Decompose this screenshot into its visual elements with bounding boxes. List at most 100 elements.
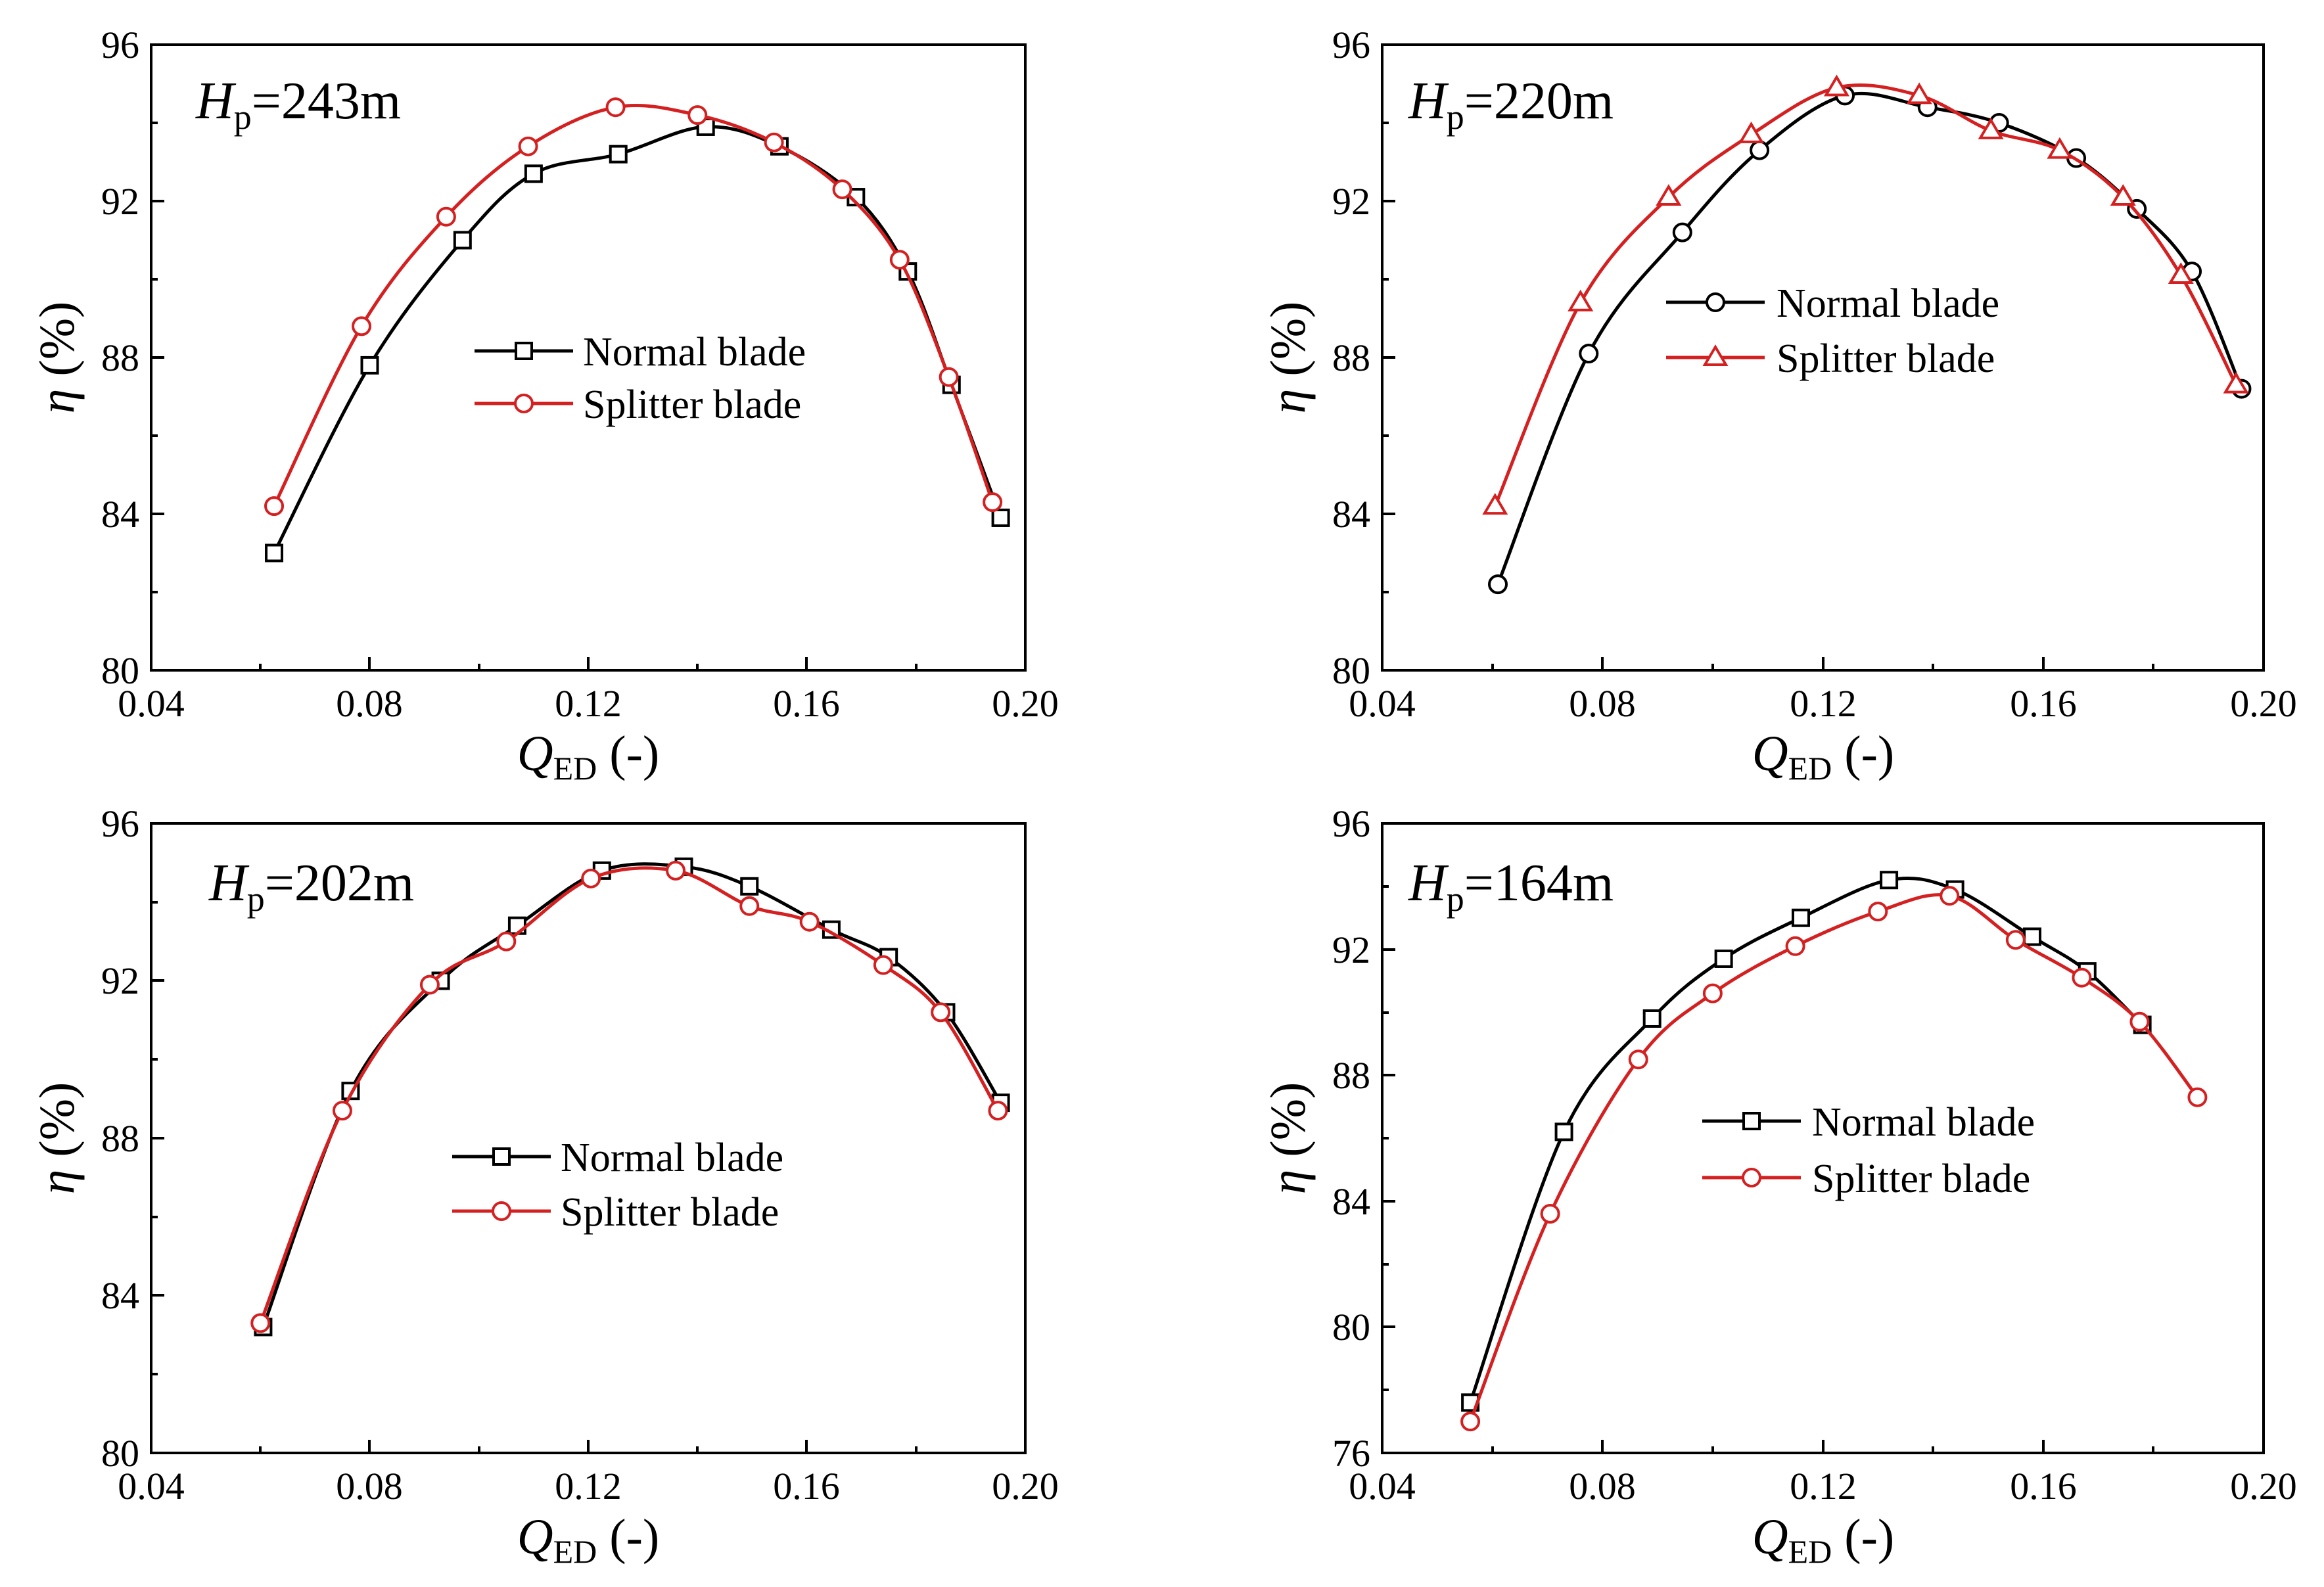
legend-label: Normal blade [561, 1136, 783, 1180]
data-point-splitter-blade-2 [1628, 1049, 1648, 1070]
legend-entry-splitter-blade: Splitter blade [1666, 336, 1995, 381]
data-point-splitter-blade-1 [332, 1101, 352, 1121]
panel-1: 0.04 0.08 0.12 0.16 0.20 80 84 88 92 96 … [30, 24, 1059, 787]
series-line-splitter-blade [272, 103, 994, 507]
x-tick-label: 0.20 [992, 682, 1059, 725]
data-point-splitter-blade-0 [250, 1313, 271, 1333]
y-axis-label: η (%) [1261, 1082, 1316, 1195]
data-point-splitter-blade-1 [1568, 289, 1594, 311]
x-tick-label: 0.04 [118, 682, 185, 725]
data-point-normal-blade-4 [1791, 908, 1810, 927]
data-point-splitter-blade-0 [264, 496, 285, 517]
data-point-splitter-blade-9 [931, 1002, 951, 1023]
series-line-splitter-blade [258, 866, 1000, 1324]
data-point-splitter-blade-5 [1868, 902, 1888, 922]
data-point-splitter-blade-7 [799, 911, 820, 932]
data-point-normal-blade-3 [524, 164, 543, 183]
x-tick-label: 0.08 [336, 682, 403, 725]
y-tick-label: 84 [101, 493, 139, 536]
legend-entry-normal-blade: Normal blade [1666, 281, 1999, 326]
y-tick-label: 84 [1332, 1180, 1370, 1223]
legend-label: Splitter blade [1812, 1157, 2030, 1201]
data-point-splitter-blade-1 [1540, 1203, 1560, 1224]
y-tick-label: 92 [1332, 929, 1370, 971]
legend-entry-normal-blade: Normal blade [1702, 1100, 2035, 1145]
data-point-splitter-blade-9 [2168, 262, 2194, 285]
legend: Normal blade Splitter blade [1702, 1100, 2035, 1201]
legend: Normal blade Splitter blade [1666, 281, 1999, 381]
data-point-splitter-blade-5 [666, 860, 686, 881]
series-line-splitter-blade [1493, 83, 2238, 507]
data-point-normal-blade-7 [2022, 927, 2041, 946]
x-tick-label: 0.04 [1349, 1465, 1416, 1507]
data-point-normal-blade-6 [740, 877, 759, 896]
data-point-splitter-blade-10 [2187, 1087, 2208, 1107]
y-tick-label: 96 [1332, 802, 1370, 845]
legend-entry-normal-blade: Normal blade [452, 1136, 783, 1180]
plot-area [264, 97, 1010, 563]
data-point-normal-blade-1 [360, 356, 379, 375]
x-tick-label: 0.12 [1790, 1465, 1857, 1507]
data-point-splitter-blade-8 [889, 250, 910, 270]
data-point-splitter-blade-8 [873, 955, 893, 975]
x-axis-label: QED (-) [1752, 1509, 1894, 1570]
x-tick-label: 0.16 [2010, 682, 2077, 725]
series-line-normal-blade [262, 862, 1002, 1328]
data-point-splitter-blade-4 [581, 868, 601, 888]
data-point-splitter-blade-10 [988, 1101, 1008, 1121]
data-point-splitter-blade-0 [1482, 493, 1508, 515]
panel-title: Hp=243m [195, 72, 401, 137]
plot-area [1482, 74, 2252, 595]
legend-label: Normal blade [583, 330, 806, 375]
data-point-normal-blade-2 [1672, 222, 1692, 242]
data-point-splitter-blade-10 [2223, 371, 2249, 394]
y-axis-label: η (%) [30, 1082, 85, 1195]
legend-marker-circle [492, 1201, 511, 1221]
x-tick-label: 0.20 [992, 1465, 1059, 1507]
data-point-normal-blade-10 [991, 508, 1010, 527]
data-point-normal-blade-1 [341, 1082, 360, 1101]
y-tick-label: 84 [1332, 493, 1370, 536]
x-tick-label: 0.04 [1349, 682, 1416, 725]
data-point-splitter-blade-3 [518, 136, 538, 156]
data-point-splitter-blade-7 [2005, 930, 2026, 950]
x-tick-label: 0.20 [2230, 1465, 2297, 1507]
y-tick-label: 88 [101, 1117, 139, 1160]
y-tick-label: 80 [1332, 1306, 1370, 1348]
y-tick-label: 80 [1332, 649, 1370, 692]
data-point-splitter-blade-4 [1785, 936, 1805, 956]
data-point-splitter-blade-2 [419, 975, 440, 995]
data-point-splitter-blade-5 [1906, 82, 1932, 104]
data-point-splitter-blade-8 [2110, 184, 2136, 206]
data-point-splitter-blade-4 [1823, 74, 1849, 97]
data-point-normal-blade-3 [507, 916, 526, 935]
legend-marker-square [492, 1147, 511, 1166]
x-tick-label: 0.12 [555, 1465, 622, 1507]
data-point-splitter-blade-3 [1702, 983, 1723, 1003]
legend-entry-splitter-blade: Splitter blade [1702, 1157, 2030, 1201]
legend-marker-triangle [1702, 344, 1729, 366]
y-tick-label: 80 [101, 1432, 139, 1475]
panel-title: Hp=164m [1408, 854, 1614, 919]
legend-marker-circle [1706, 292, 1725, 312]
legend-label: Splitter blade [1777, 336, 1995, 381]
data-point-splitter-blade-5 [687, 105, 708, 126]
legend-label: Splitter blade [561, 1190, 779, 1235]
data-point-normal-blade-2 [453, 231, 472, 250]
data-point-splitter-blade-9 [939, 367, 959, 387]
y-axis-label: η (%) [1261, 302, 1316, 414]
data-point-splitter-blade-8 [2072, 967, 2092, 988]
legend-marker-square [515, 342, 533, 360]
data-point-splitter-blade-6 [1940, 886, 1960, 906]
legend: Normal blade Splitter blade [452, 1136, 783, 1235]
legend-marker-circle [514, 394, 534, 413]
legend: Normal blade Splitter blade [475, 330, 806, 427]
y-tick-label: 88 [1332, 336, 1370, 379]
data-point-splitter-blade-2 [1656, 184, 1682, 206]
data-point-normal-blade-5 [1880, 871, 1899, 890]
y-tick-label: 96 [101, 24, 139, 66]
legend-entry-normal-blade: Normal blade [475, 330, 806, 375]
data-point-splitter-blade-4 [605, 97, 626, 118]
data-point-splitter-blade-9 [2129, 1011, 2150, 1032]
